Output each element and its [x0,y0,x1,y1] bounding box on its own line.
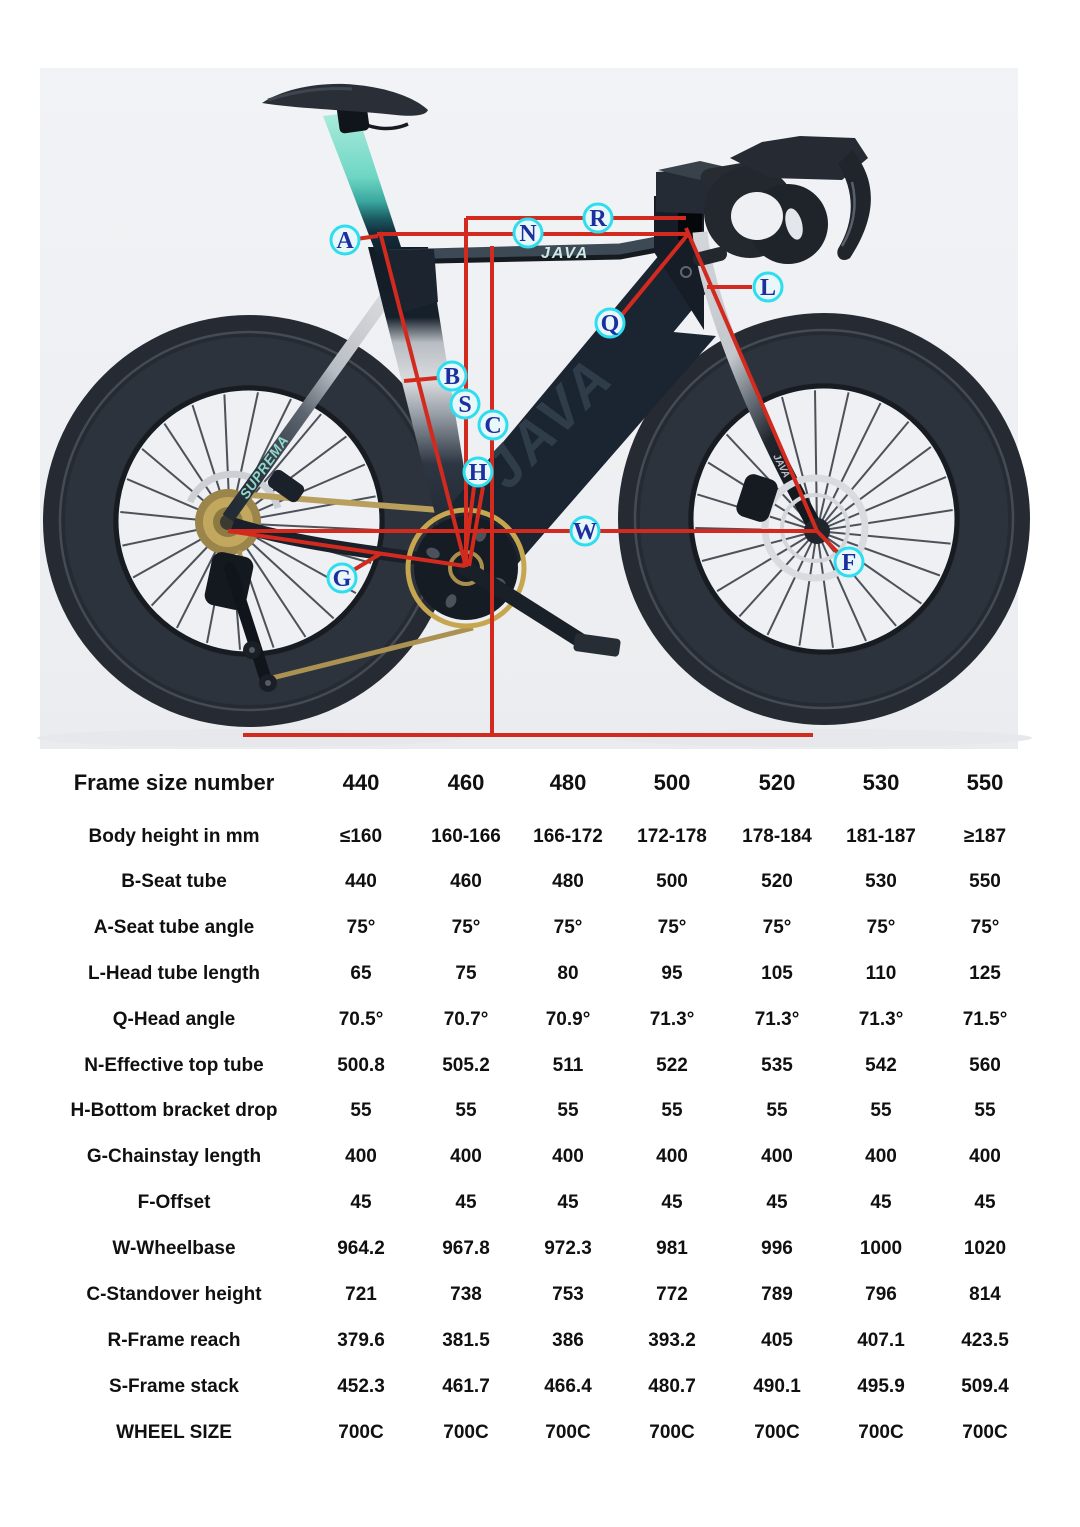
svg-text:H: H [469,460,488,486]
svg-text:JAVA: JAVA [541,245,589,262]
svg-text:G: G [333,566,352,592]
svg-text:L: L [760,275,776,301]
svg-text:W: W [573,519,597,545]
svg-text:R: R [589,206,607,232]
svg-text:S: S [458,392,471,418]
svg-text:F: F [842,550,857,576]
svg-text:N: N [519,221,537,247]
svg-text:B: B [444,364,460,390]
svg-text:Q: Q [601,311,620,337]
svg-text:A: A [336,228,354,254]
svg-text:C: C [484,413,501,439]
